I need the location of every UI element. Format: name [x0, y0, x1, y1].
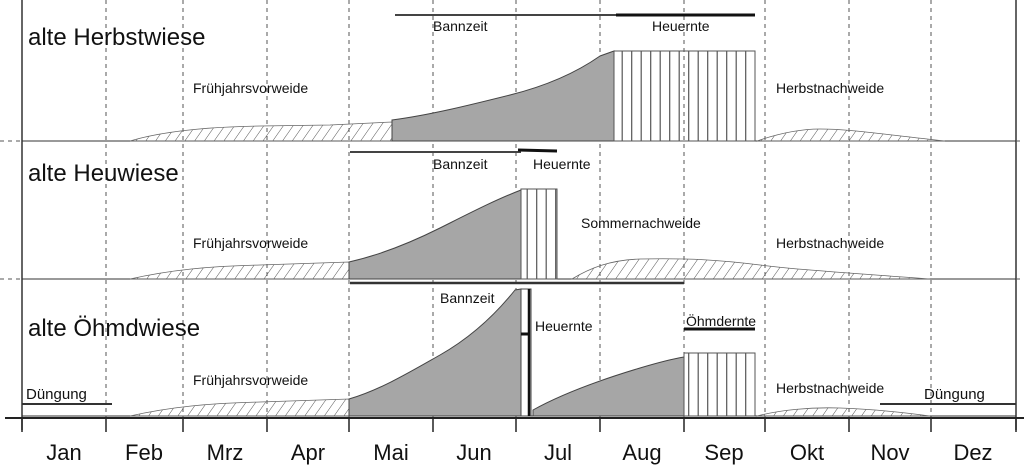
- row3-herbstnachweide-area: [756, 407, 931, 417]
- row3-label-oehmdernte: Öhmdernte: [686, 312, 756, 329]
- month-label-jul: Jul: [544, 440, 572, 465]
- row3-label-herbstnachweide: Herbstnachweide: [776, 380, 884, 396]
- row1-fruehjahrsvorweide-area: [129, 121, 393, 142]
- row1-label-fruehjahrsvorweide: Frühjahrsvorweide: [193, 80, 308, 96]
- row1-heuernte-block: [613, 50, 756, 142]
- row3-label-bannzeit: Bannzeit: [440, 290, 495, 306]
- month-labels: Jan Feb Mrz Apr Mai Jun Jul Aug Sep Okt …: [46, 440, 992, 465]
- axis-ticks: [21, 418, 1017, 432]
- row-herbstwiese: alte Herbstwiese Bannzeit Heuernte Frühj…: [22, 13, 1016, 142]
- row3-label-heuernte: Heuernte: [535, 318, 593, 334]
- row1-herbstnachweide-area: [756, 128, 946, 142]
- row3-growth-area: [348, 288, 522, 417]
- month-label-aug: Aug: [622, 440, 661, 465]
- row2-label-fruehjahrsvorweide: Frühjahrsvorweide: [193, 235, 308, 251]
- row2-label-heuernte: Heuernte: [533, 156, 591, 172]
- row2-sommer-herbst-area: [570, 258, 931, 280]
- row3-heuernte-strip: [520, 288, 532, 417]
- row-title-oehmdwiese: alte Öhmdwiese: [28, 315, 200, 342]
- row-oehmdwiese: alte Öhmdwiese Bannzeit Heuernte Öhmdern…: [22, 281, 1016, 417]
- row2-label-sommernachweide: Sommernachweide: [581, 215, 701, 231]
- row3-oehmdernte-block: [683, 352, 756, 417]
- row2-label-bannzeit: Bannzeit: [433, 156, 488, 172]
- month-label-dez: Dez: [953, 440, 992, 465]
- month-label-okt: Okt: [790, 440, 824, 465]
- row1-label-herbstnachweide: Herbstnachweide: [776, 80, 884, 96]
- month-label-mrz: Mrz: [207, 440, 244, 465]
- row3-regrowth-area: [532, 356, 685, 417]
- row2-heuernte-block: [520, 188, 558, 280]
- month-label-mai: Mai: [373, 440, 408, 465]
- month-label-feb: Feb: [125, 440, 163, 465]
- month-label-jan: Jan: [46, 440, 81, 465]
- row2-label-herbstnachweide: Herbstnachweide: [776, 235, 884, 251]
- month-label-apr: Apr: [291, 440, 325, 465]
- row3-label-duengung-nov: Düngung: [924, 386, 985, 403]
- month-label-jun: Jun: [456, 440, 491, 465]
- month-label-nov: Nov: [870, 440, 909, 465]
- row3-label-fruehjahrsvorweide: Frühjahrsvorweide: [193, 372, 308, 388]
- row-title-herbstwiese: alte Herbstwiese: [28, 24, 205, 51]
- row-heuwiese: alte Heuwiese Bannzeit Heuernte Frühjahr…: [22, 148, 1016, 280]
- row-title-heuwiese: alte Heuwiese: [28, 160, 179, 187]
- row1-growth-area: [391, 50, 615, 142]
- row3-label-duengung-jan: Düngung: [26, 386, 87, 403]
- month-label-sep: Sep: [704, 440, 743, 465]
- row1-label-bannzeit: Bannzeit: [433, 18, 488, 34]
- row1-label-heuernte: Heuernte: [652, 18, 710, 34]
- row2-growth-area: [348, 189, 522, 280]
- row2-fruehjahrsvorweide-area: [129, 261, 350, 280]
- row2-heuernte-bar: [517, 148, 558, 153]
- row3-fruehjahrsvorweide-area: [129, 398, 350, 417]
